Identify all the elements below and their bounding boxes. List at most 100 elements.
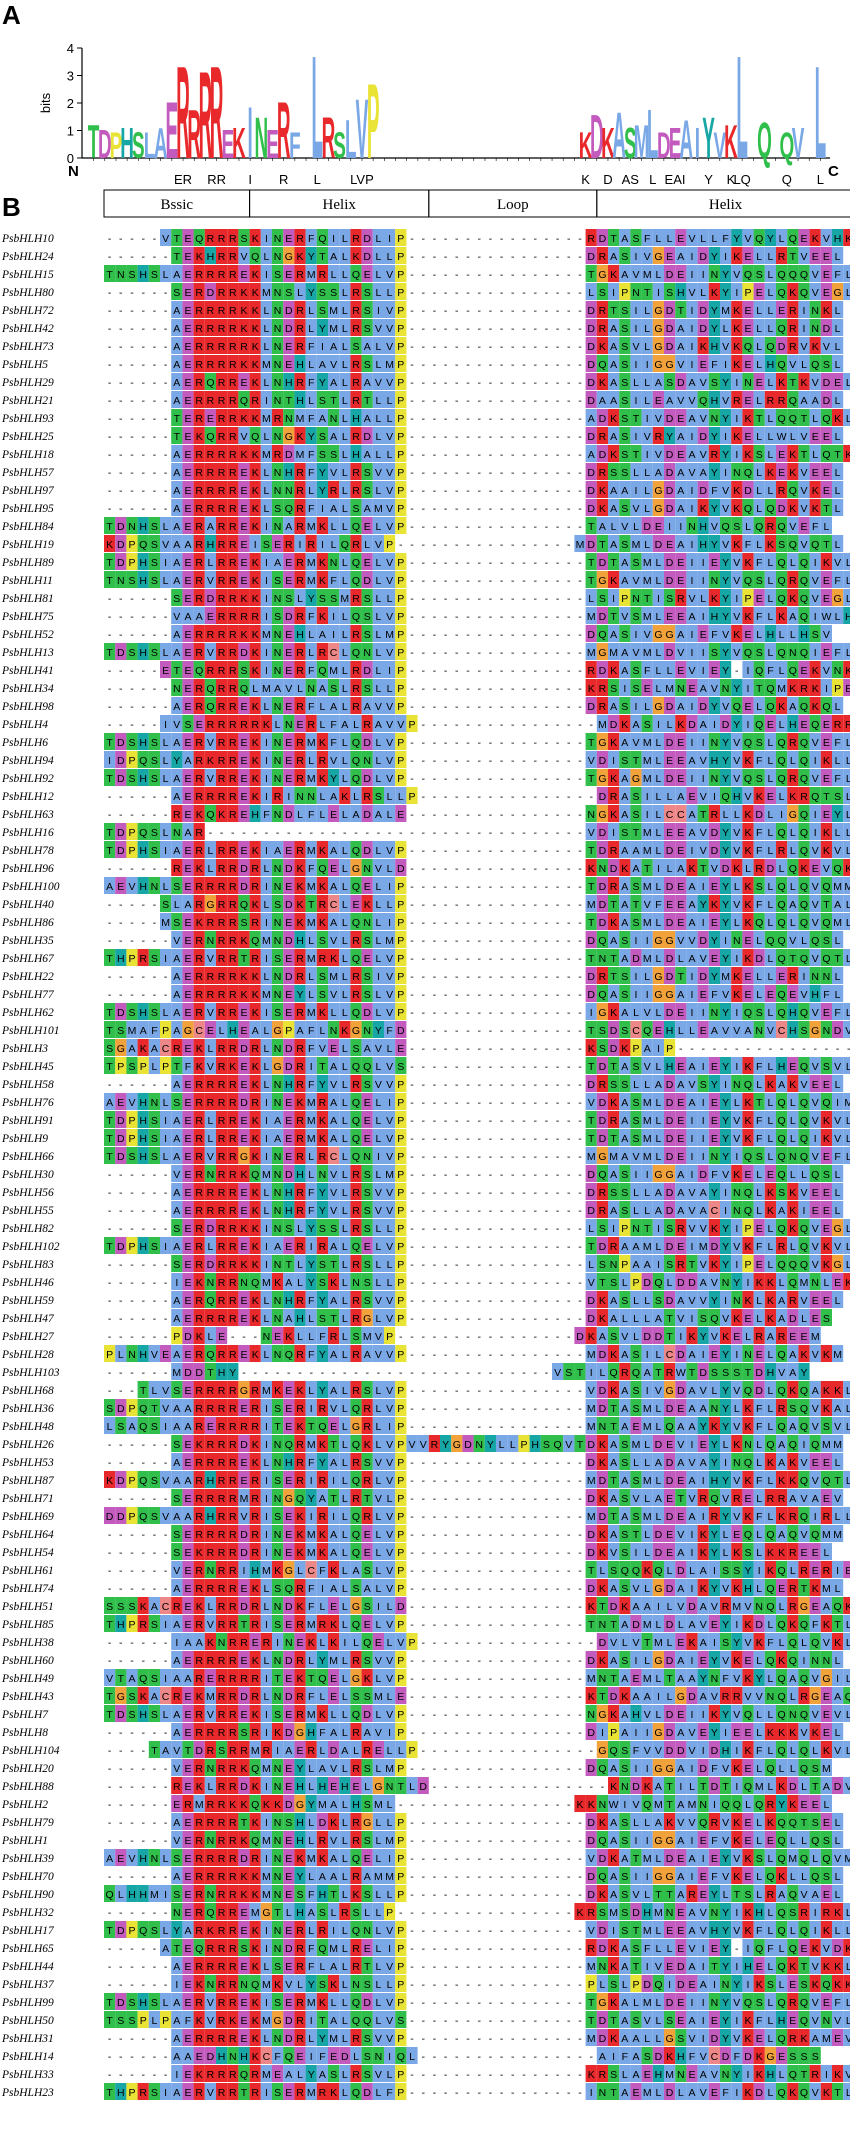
- residue-letter: S: [128, 269, 135, 281]
- residue-letter: V: [812, 287, 819, 299]
- residue-letter: V: [800, 251, 807, 263]
- residue-letter: N: [274, 917, 282, 929]
- gap-symbol: -: [455, 467, 459, 479]
- gap-symbol: -: [578, 503, 582, 515]
- residue-letter: T: [106, 557, 113, 569]
- residue-letter: E: [184, 647, 191, 659]
- residue-letter: T: [823, 791, 830, 803]
- residue-letter: L: [174, 899, 180, 911]
- residue-letter: Q: [755, 917, 763, 929]
- residue-letter: E: [364, 953, 371, 965]
- residue-letter: N: [117, 269, 125, 281]
- gap-symbol: -: [410, 431, 414, 443]
- gap-symbol: -: [466, 431, 470, 443]
- gap-symbol: -: [153, 665, 157, 677]
- residue-letter: Q: [822, 881, 830, 893]
- residue-cell: [843, 229, 850, 246]
- residue-letter: K: [767, 539, 774, 551]
- residue-cell: [652, 301, 664, 318]
- residue-cell: [316, 301, 328, 318]
- gap-symbol: -: [108, 377, 112, 389]
- residue-letter: V: [733, 611, 740, 623]
- residue-letter: R: [352, 539, 360, 551]
- residue-letter: T: [588, 737, 595, 749]
- gap-symbol: -: [141, 485, 145, 497]
- residue-letter: E: [677, 557, 684, 569]
- residue-letter: R: [251, 863, 259, 875]
- residue-letter: V: [744, 791, 751, 803]
- residue-letter: K: [252, 377, 259, 389]
- gap-symbol: -: [421, 755, 425, 767]
- gap-symbol: -: [433, 575, 437, 587]
- residue-letter: K: [341, 791, 348, 803]
- gap-symbol: -: [567, 953, 571, 965]
- sequence-name: PsbHLH94: [1, 755, 54, 767]
- residue-letter: V: [812, 899, 819, 911]
- gap-symbol: -: [567, 557, 571, 569]
- residue-letter: V: [823, 233, 830, 245]
- residue-letter: K: [252, 971, 259, 983]
- gap-symbol: -: [421, 701, 425, 713]
- residue-letter: E: [677, 773, 684, 785]
- gap-symbol: -: [153, 413, 157, 425]
- residue-letter: L: [163, 575, 169, 587]
- residue-letter: E: [756, 593, 763, 605]
- residue-cell: [731, 229, 743, 246]
- residue-letter: Q: [800, 575, 808, 587]
- residue-letter: Q: [733, 701, 741, 713]
- residue-cell: [316, 247, 328, 264]
- residue-letter: T: [588, 881, 595, 893]
- residue-letter: A: [173, 359, 180, 371]
- residue-cell: [384, 247, 396, 264]
- residue-letter: A: [666, 395, 673, 407]
- residue-letter: L: [745, 521, 751, 533]
- residue-letter: T: [330, 395, 337, 407]
- residue-letter: G: [654, 935, 662, 947]
- residue-letter: I: [265, 233, 268, 245]
- residue-cell: [652, 265, 664, 282]
- gap-symbol: -: [522, 449, 526, 461]
- residue-letter: L: [655, 755, 661, 767]
- gap-symbol: -: [477, 845, 481, 857]
- residue-letter: L: [756, 431, 762, 443]
- gap-symbol: -: [489, 611, 493, 623]
- residue-letter: H: [139, 521, 147, 533]
- residue-letter: L: [846, 413, 850, 425]
- residue-letter: Y: [722, 557, 729, 569]
- gap-symbol: -: [511, 449, 515, 461]
- residue-letter: A: [621, 845, 628, 857]
- residue-letter: A: [274, 683, 281, 695]
- residue-letter: K: [240, 305, 247, 317]
- gap-symbol: -: [500, 251, 504, 263]
- residue-letter: P: [397, 611, 404, 623]
- residue-cell: [182, 319, 194, 336]
- residue-letter: V: [173, 611, 180, 623]
- gap-symbol: -: [455, 359, 459, 371]
- residue-letter: I: [657, 287, 660, 299]
- residue-letter: Y: [319, 467, 326, 479]
- residue-letter: S: [711, 377, 718, 389]
- residue-cell: [753, 319, 765, 336]
- gap-symbol: -: [533, 755, 537, 767]
- residue-letter: V: [700, 377, 707, 389]
- gap-symbol: -: [455, 737, 459, 749]
- residue-letter: V: [632, 341, 639, 353]
- residue-letter: N: [711, 575, 719, 587]
- gap-symbol: -: [421, 629, 425, 641]
- residue-cell: [182, 301, 194, 318]
- residue-letter: N: [274, 971, 282, 983]
- residue-letter: V: [823, 629, 830, 641]
- residue-letter: K: [845, 863, 850, 875]
- residue-letter: D: [823, 323, 831, 335]
- residue-letter: K: [789, 791, 796, 803]
- residue-letter: M: [777, 683, 786, 695]
- residue-letter: K: [240, 971, 247, 983]
- residue-letter: Q: [789, 233, 797, 245]
- gap-symbol: -: [466, 881, 470, 893]
- gap-symbol: -: [556, 953, 560, 965]
- residue-cell: [798, 319, 810, 336]
- logo-y-tick-label: 4: [67, 41, 74, 56]
- residue-letter: A: [106, 881, 113, 893]
- residue-letter: R: [296, 575, 304, 587]
- residue-letter: I: [691, 845, 694, 857]
